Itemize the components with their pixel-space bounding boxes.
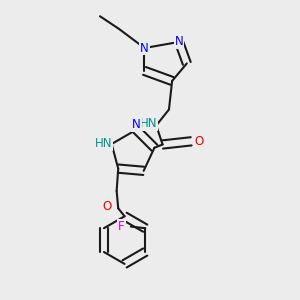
Text: HN: HN xyxy=(95,137,112,151)
Text: N: N xyxy=(140,41,149,55)
Text: O: O xyxy=(194,135,204,148)
Text: N: N xyxy=(175,35,183,48)
Text: O: O xyxy=(103,200,112,213)
Text: HN: HN xyxy=(140,117,157,130)
Text: F: F xyxy=(118,220,125,233)
Text: N: N xyxy=(132,118,141,131)
